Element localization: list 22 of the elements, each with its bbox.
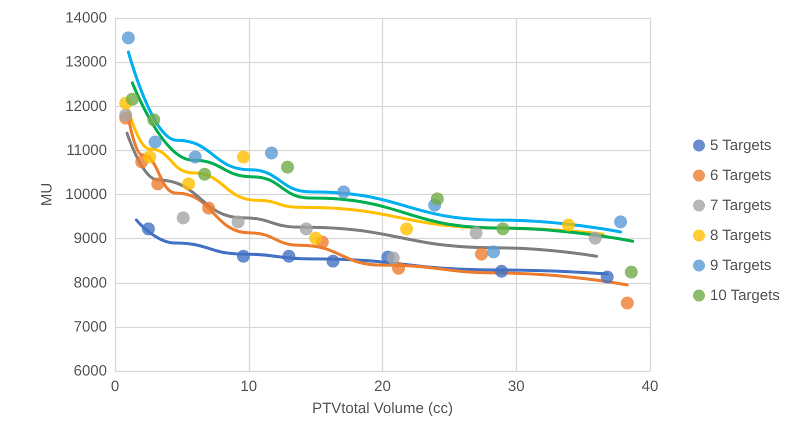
legend-label: 9 Targets	[710, 257, 772, 274]
x-tick-label: 10	[240, 378, 258, 395]
x-axis-title: PTVtotal Volume (cc)	[312, 400, 453, 417]
y-tick-label: 6000	[74, 362, 107, 380]
y-tick-label: 11000	[66, 142, 107, 159]
y-tick-label: 8000	[74, 274, 107, 292]
y-axis-title: MU	[38, 182, 56, 206]
y-tick-label: 14000	[65, 10, 107, 26]
legend-label: 10 Targets	[710, 287, 780, 304]
y-tick-label: 7000	[74, 318, 107, 336]
x-tick-label: 40	[642, 378, 658, 395]
legend-label: 8 Targets	[710, 227, 772, 244]
legend-label: 5 Targets	[710, 137, 772, 154]
y-tick-label: 13000	[65, 54, 107, 71]
legend-label: 7 Targets	[710, 197, 772, 214]
x-tick-label: 20	[374, 378, 391, 395]
x-tick-label: 30	[508, 378, 525, 395]
y-tick-label: 10000	[65, 186, 107, 203]
legend-label: 6 Targets	[710, 167, 772, 184]
y-tick-label: 9000	[74, 230, 107, 248]
y-tick-label: 12000	[65, 98, 107, 115]
x-tick-label: 0	[110, 378, 120, 395]
